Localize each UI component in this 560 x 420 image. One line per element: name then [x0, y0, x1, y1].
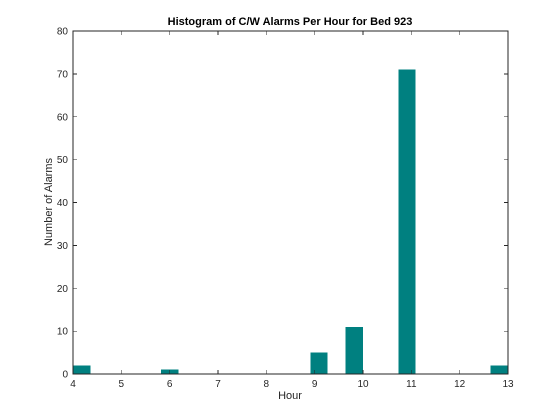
x-tick-label-11: 11 — [406, 379, 417, 390]
bar-2 — [310, 352, 328, 374]
plot-box — [72, 30, 509, 375]
y-axis-label: Number of Alarms — [43, 157, 55, 246]
y-tick-group: 0 10 20 30 40 50 60 70 80 — [57, 27, 508, 381]
y-tick-label-0: 0 — [62, 370, 68, 381]
chart-title: Histogram of C/W Alarms Per Hour for Bed… — [168, 16, 413, 28]
bar-3 — [345, 326, 363, 374]
y-tick-label-10: 10 — [57, 327, 69, 338]
y-tick-label-80: 80 — [57, 27, 69, 38]
x-axis-label: Hour — [278, 390, 302, 402]
x-tick-label-7: 7 — [215, 379, 221, 390]
y-tick-label-50: 50 — [57, 155, 69, 166]
x-tick-label-13: 13 — [502, 379, 514, 390]
x-tick-group: 4 5 6 7 8 9 10 11 12 13 — [70, 31, 514, 390]
x-tick-label-12: 12 — [454, 379, 466, 390]
y-tick-label-30: 30 — [57, 241, 69, 252]
x-tick-label-10: 10 — [357, 379, 369, 390]
axes-group — [72, 30, 509, 375]
bar-4 — [398, 69, 416, 375]
x-tick-label-8: 8 — [264, 379, 270, 390]
x-tick-label-9: 9 — [312, 379, 318, 390]
bar-0 — [73, 365, 91, 374]
x-tick-label-5: 5 — [119, 379, 125, 390]
y-tick-label-40: 40 — [57, 198, 69, 209]
y-tick-label-60: 60 — [57, 112, 69, 123]
x-tick-label-6: 6 — [167, 379, 173, 390]
bars-group — [73, 69, 508, 375]
y-tick-label-70: 70 — [57, 69, 69, 80]
y-tick-label-20: 20 — [57, 284, 69, 295]
bar-5 — [490, 365, 508, 374]
x-tick-label-4: 4 — [70, 379, 76, 390]
